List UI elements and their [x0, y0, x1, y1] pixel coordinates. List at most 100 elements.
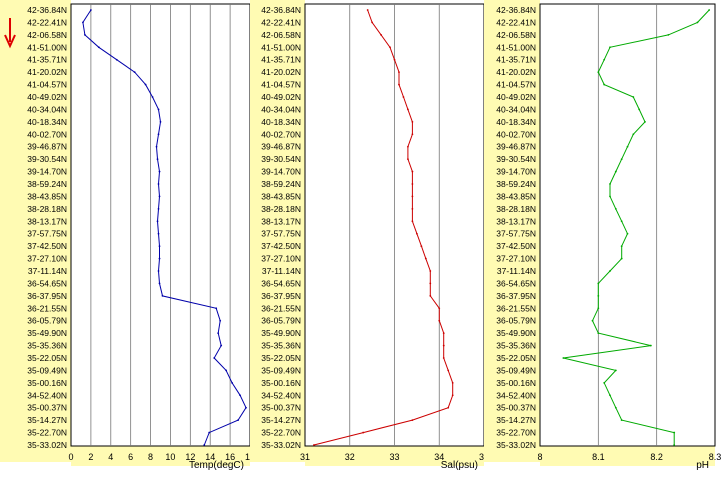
y-tick-label: 35-00.37N [27, 403, 67, 413]
y-tick-label: 40-49.02N [27, 92, 67, 102]
data-point [451, 394, 454, 397]
y-tick-label: 42-06.58N [27, 30, 67, 40]
y-tick-label: 35-33.02N [27, 440, 67, 450]
x-tick-label: 8.2 [650, 452, 663, 462]
y-tick-label: 35-00.16N [261, 378, 301, 388]
data-point [237, 419, 239, 422]
data-point [157, 207, 160, 210]
y-tick-label: 37-11.14N [497, 266, 536, 276]
data-point [614, 170, 617, 173]
x-axis-title: Temp(degC) [189, 460, 244, 471]
y-tick-label: 36-54.65N [27, 278, 67, 288]
y-tick-label: 36-37.95N [27, 291, 67, 301]
y-tick-label: 40-02.70N [261, 129, 301, 139]
data-point [411, 183, 414, 185]
data-point [626, 232, 629, 235]
y-tick-label: 41-51.00N [27, 42, 67, 52]
data-point [159, 120, 162, 123]
x-tick-label: 8 [148, 452, 153, 462]
x-tick-label: 34 [434, 452, 444, 462]
data-point [115, 58, 118, 61]
y-tick-label: 37-27.10N [261, 254, 301, 264]
data-point [219, 319, 222, 322]
data-point [649, 344, 652, 347]
y-tick-label: 35-22.70N [496, 428, 536, 438]
data-point [603, 83, 606, 86]
y-tick-label: 36-21.55N [27, 303, 67, 313]
y-tick-label: 41-35.71N [496, 55, 536, 65]
y-tick-label: 39-14.70N [261, 167, 301, 177]
data-point [161, 294, 164, 297]
tick-band [71, 446, 250, 466]
label-band [484, 0, 540, 462]
data-point [407, 108, 409, 111]
data-point [597, 282, 600, 285]
y-tick-label: 40-49.02N [496, 92, 536, 102]
data-point [620, 419, 623, 422]
data-point [380, 33, 382, 36]
data-point [447, 406, 450, 409]
data-point [442, 357, 445, 359]
series-line [82, 9, 247, 446]
y-tick-label: 36-21.55N [261, 303, 301, 313]
y-tick-label: 37-42.50N [261, 241, 301, 251]
data-point [614, 406, 617, 409]
y-tick-label: 40-18.34N [27, 117, 67, 127]
down-arrow-icon [4, 18, 16, 49]
x-tick-label: 0 [68, 452, 73, 462]
data-point [603, 381, 606, 384]
y-tick-label: 36-05.79N [496, 316, 536, 326]
label-band [250, 0, 305, 462]
data-point [620, 220, 623, 223]
y-tick-label: 35-09.49N [496, 365, 536, 375]
data-point [429, 282, 432, 285]
y-tick-label: 42-36.84N [261, 5, 301, 15]
data-point [609, 394, 611, 397]
data-point [708, 9, 711, 11]
x-tick-label: 8 [537, 452, 542, 462]
data-point [157, 232, 160, 235]
data-point [158, 282, 161, 285]
data-point [155, 145, 158, 148]
data-point [451, 381, 454, 384]
x-tick-label: 12 [185, 452, 195, 462]
data-point [158, 245, 161, 248]
y-tick-label: 36-05.79N [27, 316, 67, 326]
data-point [609, 270, 611, 272]
y-tick-label: 38-13.17N [496, 216, 536, 226]
data-point [673, 444, 676, 446]
y-tick-label: 41-51.00N [261, 42, 301, 52]
x-axis-title: Sal(psu) [441, 460, 478, 471]
data-point [313, 444, 315, 446]
y-tick-label: 37-11.14N [28, 266, 67, 276]
data-point [371, 21, 374, 24]
y-tick-label: 39-46.87N [27, 142, 67, 152]
data-point [217, 332, 220, 335]
y-tick-label: 35-22.05N [27, 353, 67, 363]
series-line [563, 9, 710, 445]
y-tick-label: 40-34.04N [261, 104, 301, 114]
data-point [398, 83, 400, 86]
x-tick-label: 8.1 [592, 452, 605, 462]
y-tick-label: 35-00.37N [496, 403, 536, 413]
data-point [429, 270, 432, 272]
y-tick-label: 39-30.54N [27, 154, 67, 164]
data-point [411, 419, 414, 422]
y-tick-label: 37-11.14N [262, 266, 301, 276]
y-tick-label: 42-36.84N [496, 5, 536, 15]
data-point [562, 357, 565, 359]
y-tick-label: 36-54.65N [496, 278, 536, 288]
y-tick-label: 35-09.49N [261, 365, 301, 375]
y-tick-label: 36-54.65N [261, 278, 301, 288]
data-point [393, 58, 396, 61]
y-tick-label: 35-35.36N [27, 341, 67, 351]
data-point [673, 431, 676, 434]
y-tick-label: 41-20.02N [496, 67, 536, 77]
data-point [411, 207, 414, 210]
data-point [157, 183, 160, 185]
y-tick-label: 39-14.70N [496, 167, 536, 177]
data-point [638, 108, 641, 111]
y-tick-label: 38-59.24N [27, 179, 67, 189]
data-point [415, 232, 418, 235]
